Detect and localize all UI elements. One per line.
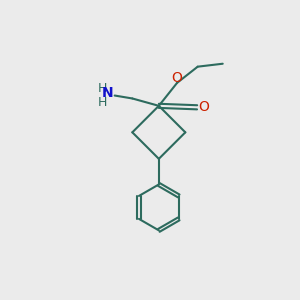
Text: N: N — [101, 86, 113, 100]
Text: O: O — [198, 100, 209, 114]
Text: H: H — [98, 82, 107, 95]
Text: H: H — [98, 95, 107, 109]
Text: O: O — [172, 70, 182, 85]
